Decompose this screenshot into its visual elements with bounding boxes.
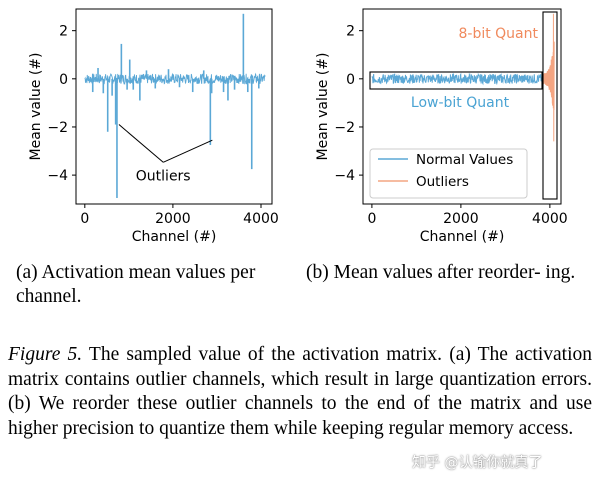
panel-b-annotations: Low-bit Quant 8-bit Quant <box>369 11 558 200</box>
figure-caption: Figure 5. The sampled value of the activ… <box>8 343 592 441</box>
panel-a-ylabel: Mean value (#) <box>28 53 44 161</box>
panel-a-xtick-label: 2000 <box>155 211 191 227</box>
panel-b-xlabel: Channel (#) <box>420 229 505 245</box>
panel-a-xtick-label: 4000 <box>243 211 279 227</box>
panel-b-8-bit-label: 8-bit Quant <box>458 26 538 42</box>
legend-label-outliers: Outliers <box>416 174 469 190</box>
panel-b-ylabel: Mean value (#) <box>315 53 331 161</box>
panel-a-ytick-label: 2 <box>59 24 68 40</box>
panel-a-ytick-label: −4 <box>47 168 68 184</box>
caption-panel-a: (a) Activation mean values per channel. <box>16 262 256 307</box>
legend-frame <box>369 148 528 199</box>
figure-label: Figure 5. <box>8 344 83 365</box>
panel-b-plot-frame <box>362 8 562 205</box>
panel-a-plot-frame <box>75 8 273 205</box>
panel-a-series <box>84 13 266 198</box>
panel-b-low-bit-label: Low-bit Quant <box>411 95 510 111</box>
caption-panel-b: (b) Mean values after reorder- ing. <box>306 262 576 283</box>
panel-a-chart: 0 2000 4000 2 0 −2 −4 Channel (#) Mean value (#)… <box>28 8 279 245</box>
watermark: 知乎 @认输你就真了 <box>412 455 543 471</box>
panel-b-legend: Normal Values Outliers <box>369 148 528 199</box>
panel-a-xtick-label: 0 <box>80 211 89 227</box>
panel-b-low-bit-box <box>369 71 543 90</box>
panel-b-ytick-label: −2 <box>334 120 355 136</box>
panel-b-chart: 0 2000 4000 2 0 −2 −4 Channel (#) Mean value (#)… <box>315 8 568 245</box>
panel-b-outliers-line <box>542 13 555 142</box>
panel-b-axes: 0 2000 4000 2 0 −2 −4 Channel (#) Mean value (#) <box>315 24 568 245</box>
panel-a-xlabel: Channel (#) <box>132 229 217 245</box>
panel-a-annotation: Outliers <box>118 124 213 184</box>
panel-b-xtick-label: 4000 <box>532 211 568 227</box>
panel-a-ytick-label: 0 <box>59 72 68 88</box>
panel-b-normal-values-line <box>371 72 544 86</box>
panel-b-8-bit-box <box>542 11 558 200</box>
panel-a-ytick-label: −2 <box>47 120 68 136</box>
panel-b-series <box>371 13 555 142</box>
figure-caption-text: The sampled value of the activation matr… <box>8 344 592 439</box>
panel-b-ytick-label: 0 <box>346 72 355 88</box>
panel-b-ytick-label: 2 <box>346 24 355 40</box>
panel-a-annotation-label: Outliers <box>136 168 191 184</box>
panel-a-annotation-arrow <box>118 124 164 163</box>
panel-b-xtick-label: 0 <box>367 211 376 227</box>
panel-b-ytick-label: −4 <box>334 168 355 184</box>
panel-a-axes: 0 2000 4000 2 0 −2 −4 Channel (#) Mean value (#) <box>28 24 279 245</box>
panel-a-annotation-arrow <box>163 139 213 163</box>
panel-a-noise-band <box>84 72 266 86</box>
legend-label-normal-values: Normal Values <box>416 152 513 168</box>
figure-panels: 0 2000 4000 2 0 −2 −4 Channel (#) Mean value (#)… <box>28 8 568 245</box>
panel-b-xtick-label: 2000 <box>443 211 479 227</box>
